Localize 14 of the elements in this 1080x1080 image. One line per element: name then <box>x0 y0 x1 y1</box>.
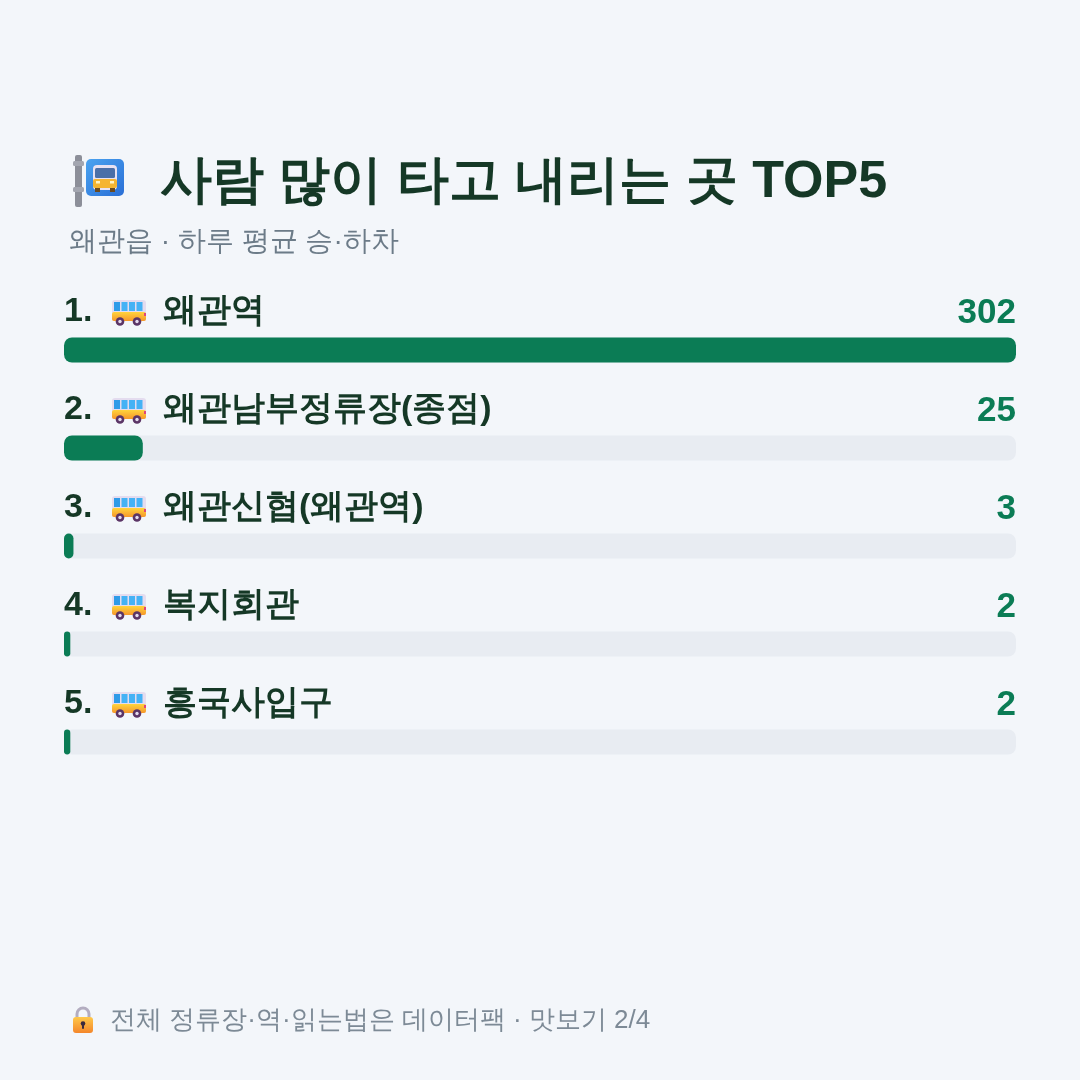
category-label: 5. 흥국사입구 <box>64 682 333 720</box>
category-label: 4. 복지회관 <box>64 584 299 622</box>
category-label: 1. 왜관역 <box>64 290 265 328</box>
category-label: 2. 왜관남부정류장(종점) <box>64 388 492 426</box>
data-label: 25 <box>977 388 1016 428</box>
category-label: 3. 왜관신협(왜관역) <box>64 486 424 524</box>
chart-subtitle: 왜관읍 · 하루 평균 승·하차 <box>69 224 399 256</box>
data-label: 2 <box>996 682 1016 722</box>
bar <box>64 435 143 461</box>
data-label: 2 <box>996 584 1016 624</box>
chart-title: 사람 많이 타고 내리는 곳 TOP5 <box>160 150 888 208</box>
data-label: 3 <box>996 486 1016 526</box>
text: 전체 정류장·역·읽는법은 데이터팩 · 맛보기 2/4 <box>110 1004 651 1034</box>
data-label: 302 <box>957 290 1016 330</box>
